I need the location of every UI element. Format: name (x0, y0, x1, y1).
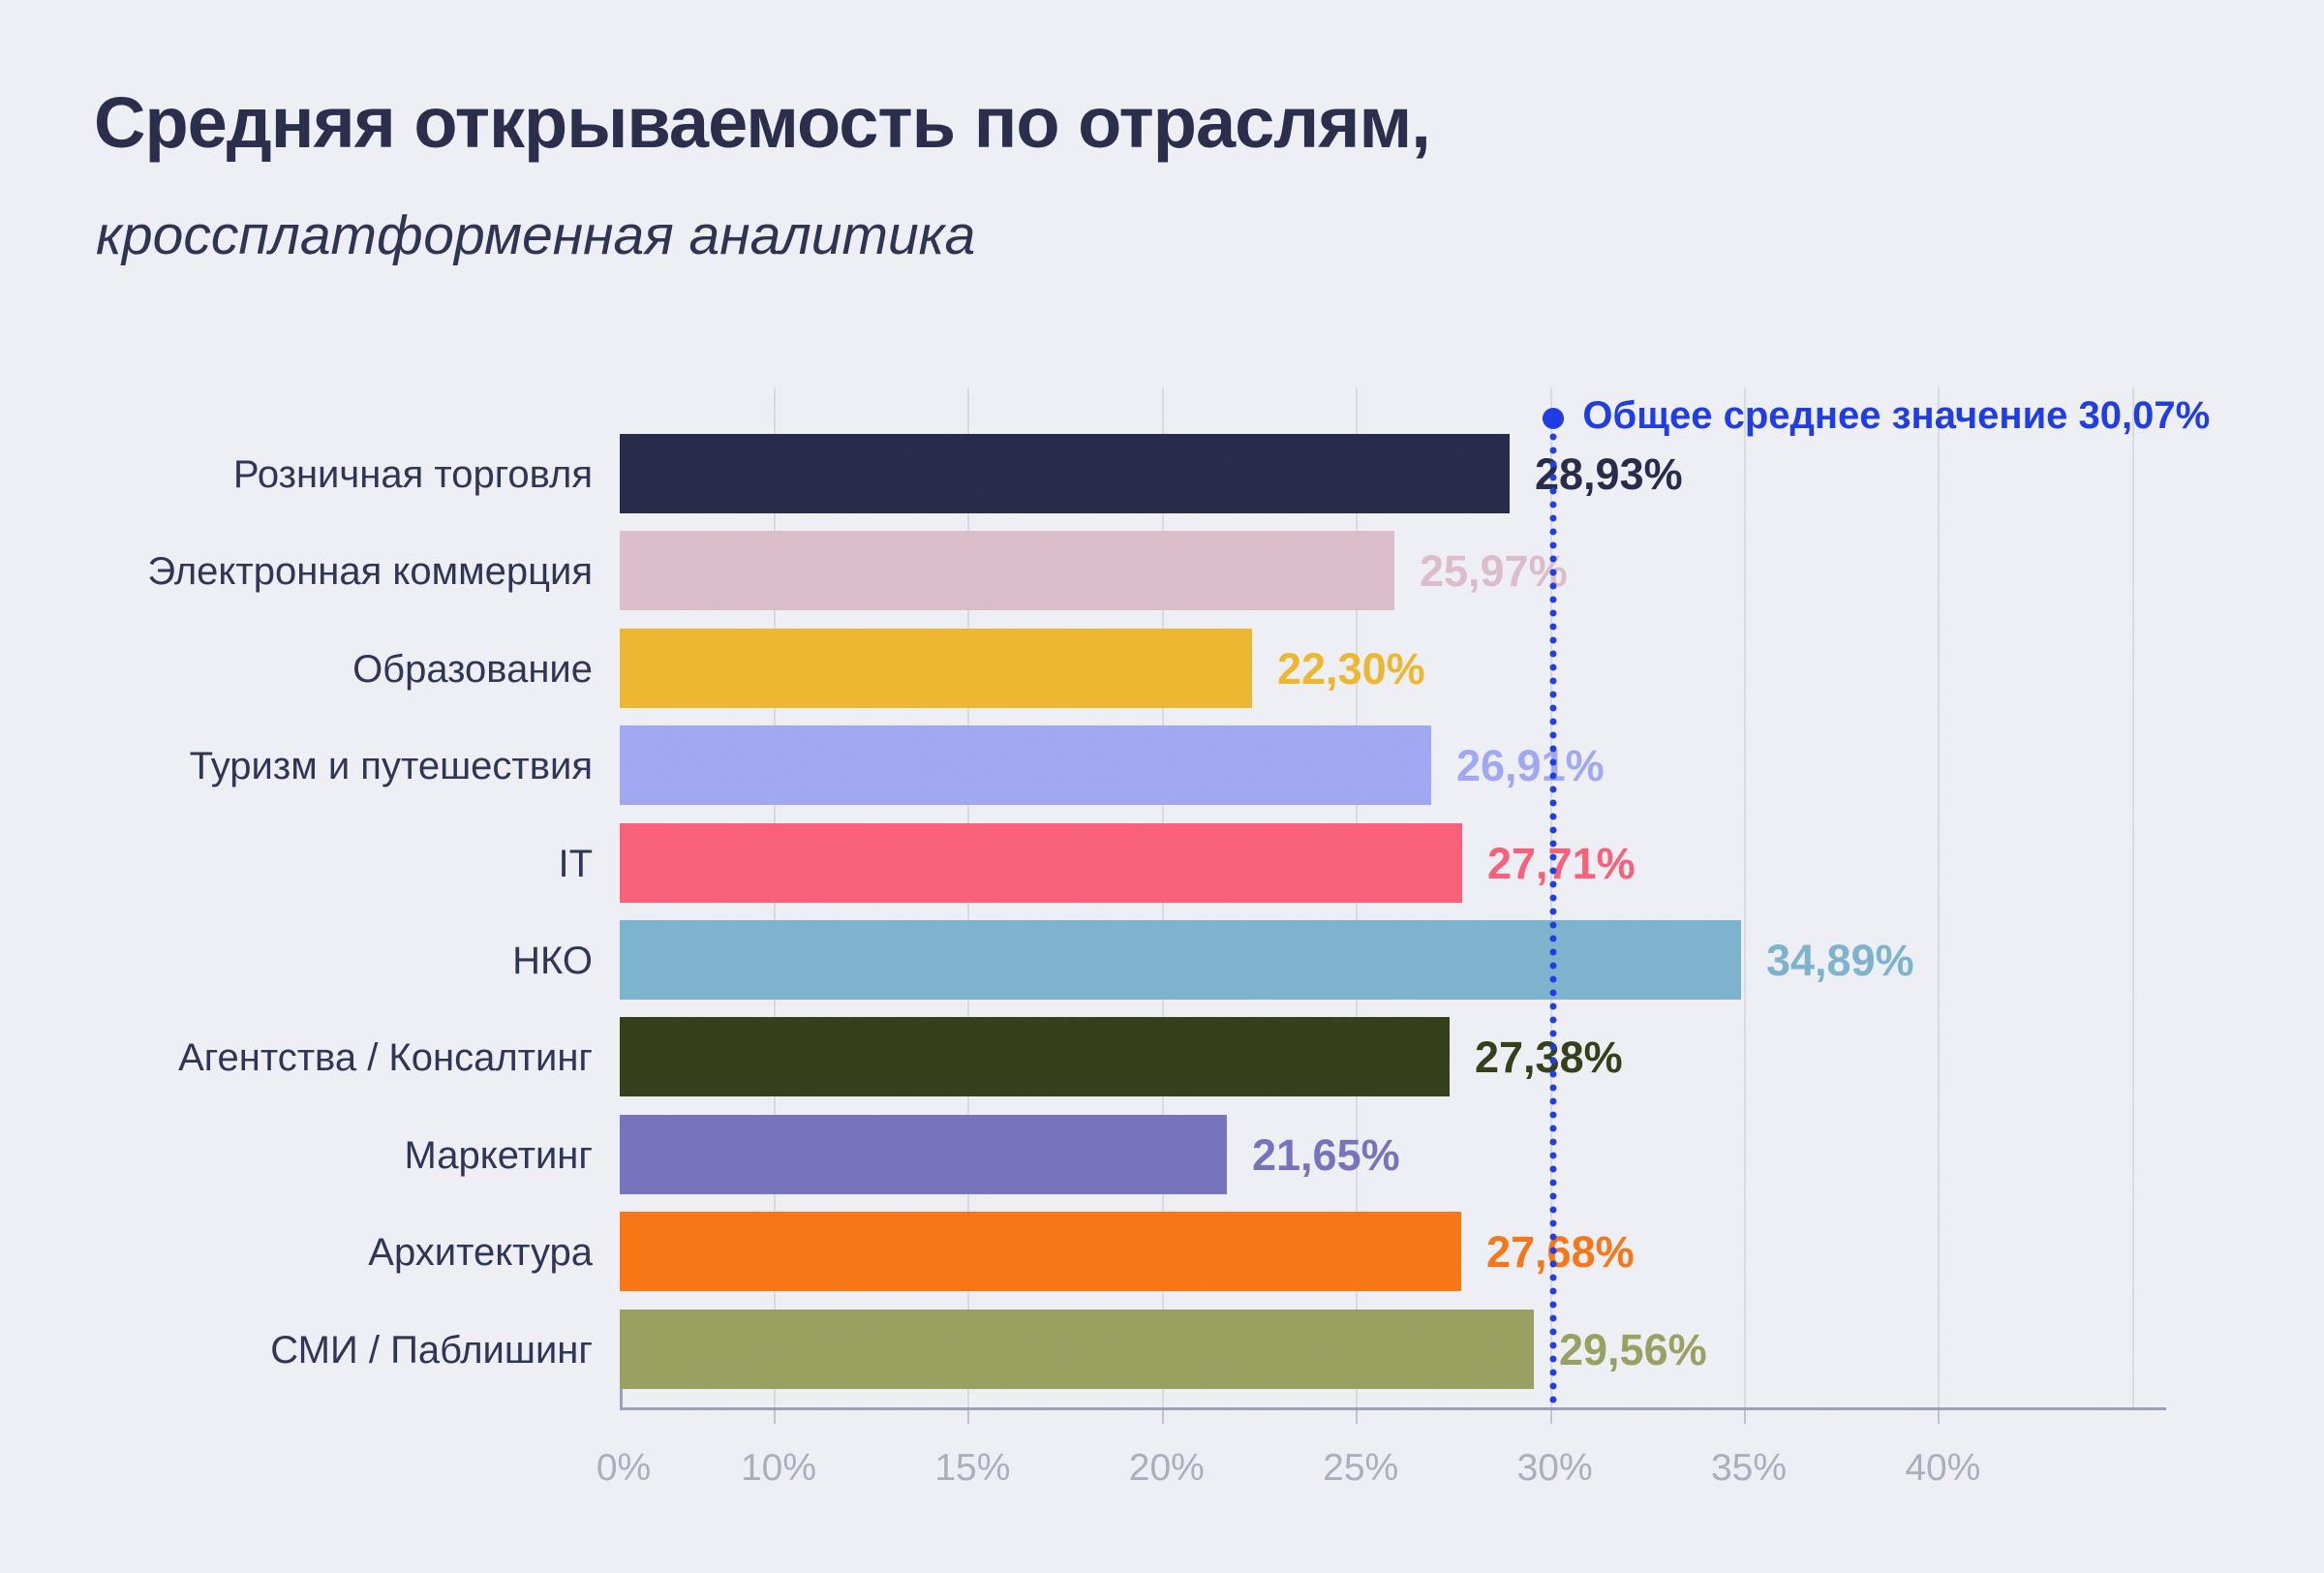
average-marker-dot (1543, 408, 1565, 429)
category-label: Розничная торговля (232, 453, 593, 496)
bar (620, 823, 1462, 903)
value-label: 29,56% (1559, 1325, 1707, 1374)
bar-row: Архитектура 27,68% (0, 1212, 2324, 1291)
bar (620, 629, 1252, 708)
x-tick-label: 35% (1710, 1447, 1788, 1489)
bar-row: Образование 22,30% (0, 629, 2324, 708)
category-label: СМИ / Паблишинг (270, 1329, 593, 1372)
value-label: 25,97% (1420, 546, 1568, 596)
chart-title: Средняя открываемость по отраслям, (94, 82, 1431, 163)
bar (620, 1017, 1450, 1096)
bar-row: СМИ / Паблишинг 29,56% (0, 1310, 2324, 1389)
category-label: НКО (512, 940, 593, 982)
average-dotted-line (1549, 430, 1558, 1409)
axis-tick (774, 1409, 776, 1424)
x-tick-label: 30% (1516, 1447, 1593, 1489)
category-label: IT (558, 843, 593, 885)
category-label: Туризм и путешествия (189, 745, 593, 787)
bar-row: Розничная торговля 28,93% (0, 434, 2324, 513)
bar-row: IT 27,71% (0, 823, 2324, 903)
value-label: 27,71% (1487, 839, 1636, 888)
x-tick-label: 20% (1128, 1447, 1205, 1489)
x-axis-line (620, 1407, 2166, 1410)
value-label: 21,65% (1252, 1130, 1400, 1180)
value-label: 27,68% (1486, 1227, 1635, 1277)
bar (620, 1310, 1534, 1389)
x-tick-label: 40% (1905, 1447, 1981, 1489)
bar-row: Агентства / Консалтинг 27,38% (0, 1017, 2324, 1096)
category-label: Образование (352, 648, 593, 691)
axis-tick (1549, 1409, 1552, 1424)
bar (620, 531, 1394, 610)
x-tick-label: 10% (740, 1447, 817, 1489)
category-label: Маркетинг (404, 1134, 593, 1177)
average-annotation: Общее среднее значение 30,07% (1582, 394, 2211, 437)
category-label: Агентства / Консалтинг (178, 1036, 593, 1079)
axis-tick (1356, 1409, 1359, 1424)
bar (620, 1115, 1227, 1194)
x-tick-label: 0% (596, 1447, 652, 1489)
axis-tick (1744, 1409, 1746, 1424)
value-label: 22,30% (1277, 644, 1425, 694)
bar-row: НКО 34,89% (0, 920, 2324, 1000)
axis-tick (1161, 1409, 1164, 1424)
bar-row: Туризм и путешествия 26,91% (0, 725, 2324, 805)
bar (620, 920, 1741, 1000)
bar (620, 725, 1431, 805)
category-label: Электронная коммерция (147, 550, 593, 593)
bar (620, 434, 1510, 513)
category-label: Архитектура (368, 1231, 593, 1274)
value-label: 26,91% (1456, 741, 1605, 790)
x-tick-label: 25% (1323, 1447, 1399, 1489)
x-tick-label: 15% (934, 1447, 1011, 1489)
bar-row: Электронная коммерция 25,97% (0, 531, 2324, 610)
axis-tick (1938, 1409, 1941, 1424)
value-label: 34,89% (1766, 936, 1914, 985)
bar (620, 1212, 1461, 1291)
axis-tick (967, 1409, 970, 1424)
bar-row: Маркетинг 21,65% (0, 1115, 2324, 1194)
chart-subtitle: кроссплатформенная аналитика (96, 204, 976, 266)
value-label: 27,38% (1475, 1033, 1623, 1082)
